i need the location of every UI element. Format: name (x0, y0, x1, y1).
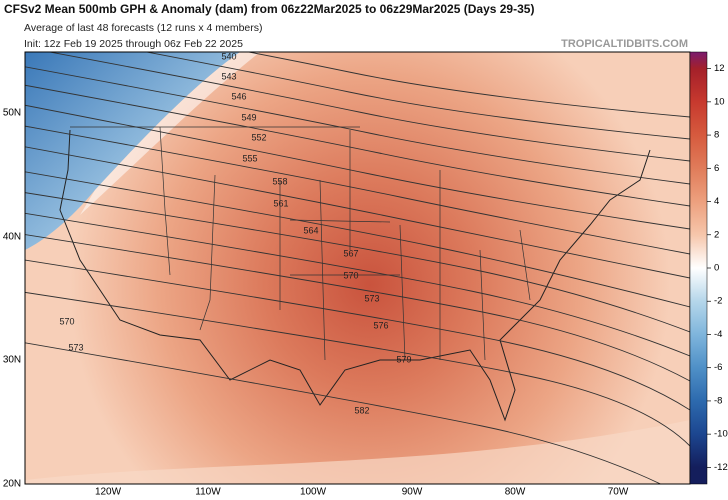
lon-label: 80W (505, 487, 526, 498)
lon-label: 90W (402, 487, 423, 498)
contour-label: 552 (251, 132, 266, 142)
lat-label: 40N (3, 232, 21, 243)
lon-label: 110W (195, 487, 221, 498)
contour-line (47, 52, 690, 162)
contours: 540 543 546 549 552 555 558 561 564 567 570 573 576 5… (25, 51, 690, 484)
colorbar-tick-label: -12 (714, 462, 728, 473)
colorbar-tick-label: 10 (714, 96, 725, 107)
colorbar-tick-label: 12 (714, 63, 725, 74)
contour-label: 546 (231, 91, 246, 101)
colorbar-tick-label: -6 (714, 362, 722, 373)
colorbar (689, 51, 708, 485)
colorbar-tick-label: -8 (714, 395, 722, 406)
colorbar-tick-label: 0 (714, 263, 719, 274)
contour-label: 576 (373, 320, 388, 330)
contour-label: 582 (354, 405, 369, 415)
contour-line (25, 66, 690, 185)
init-time: Init: 12z Feb 19 2025 through 06z Feb 22… (24, 38, 243, 50)
contour-line (25, 342, 662, 484)
contour-line (25, 259, 690, 411)
title: CFSv2 Mean 500mb GPH & Anomaly (dam) fro… (4, 2, 534, 16)
colorbar-tick-label: 8 (714, 130, 719, 141)
contour-line (144, 52, 690, 140)
lon-label: 120W (95, 487, 122, 498)
contour-line (25, 146, 690, 279)
colorbar-tick-label: -2 (714, 296, 722, 307)
contour-line (25, 104, 690, 230)
colorbar-tick-label: 4 (714, 196, 719, 207)
lon-label: 70W (608, 487, 629, 498)
lat-label: 30N (3, 355, 21, 366)
contour-label: 570 (343, 270, 358, 280)
contour-label: 555 (242, 153, 257, 163)
negative-anomaly (25, 52, 240, 250)
contour-line (25, 212, 690, 357)
colorbar-tick-label: 2 (714, 229, 719, 240)
contour-line (25, 234, 690, 382)
colorbar-tick-label: -10 (714, 429, 728, 440)
south-field (25, 420, 690, 484)
contour-line (25, 192, 690, 333)
contour-label: 573 (68, 342, 83, 352)
contour-label: 579 (396, 354, 411, 364)
contour-line (25, 171, 690, 308)
contour-label: 543 (221, 71, 236, 81)
watermark: TROPICALTIDBITS.COM (561, 38, 688, 50)
contour-label: 561 (273, 198, 288, 208)
lon-label: 100W (300, 487, 327, 498)
contour-line (25, 291, 690, 447)
contour-label: 564 (303, 225, 318, 235)
contour-label: 567 (343, 248, 358, 258)
contour-line (25, 125, 690, 255)
borders (70, 126, 531, 361)
contour-label: 558 (272, 176, 287, 186)
contour-label: 573 (364, 293, 379, 303)
map: 540 543 546 549 552 555 558 561 564 567 570 573 576 5… (25, 51, 690, 484)
contour-label: 540 (221, 51, 236, 61)
colorbar-tick-label: -4 (714, 329, 722, 340)
colorbar-tick-label: 6 (714, 163, 719, 174)
contour-line (25, 84, 690, 207)
subtitle: Average of last 48 forecasts (12 runs x … (24, 22, 263, 34)
contour-label: 570 (59, 316, 74, 326)
coastline (59, 129, 651, 422)
contour-line (246, 52, 690, 118)
lat-label: 50N (3, 108, 21, 119)
contour-label: 549 (241, 112, 256, 122)
lat-label: 20N (3, 479, 21, 490)
